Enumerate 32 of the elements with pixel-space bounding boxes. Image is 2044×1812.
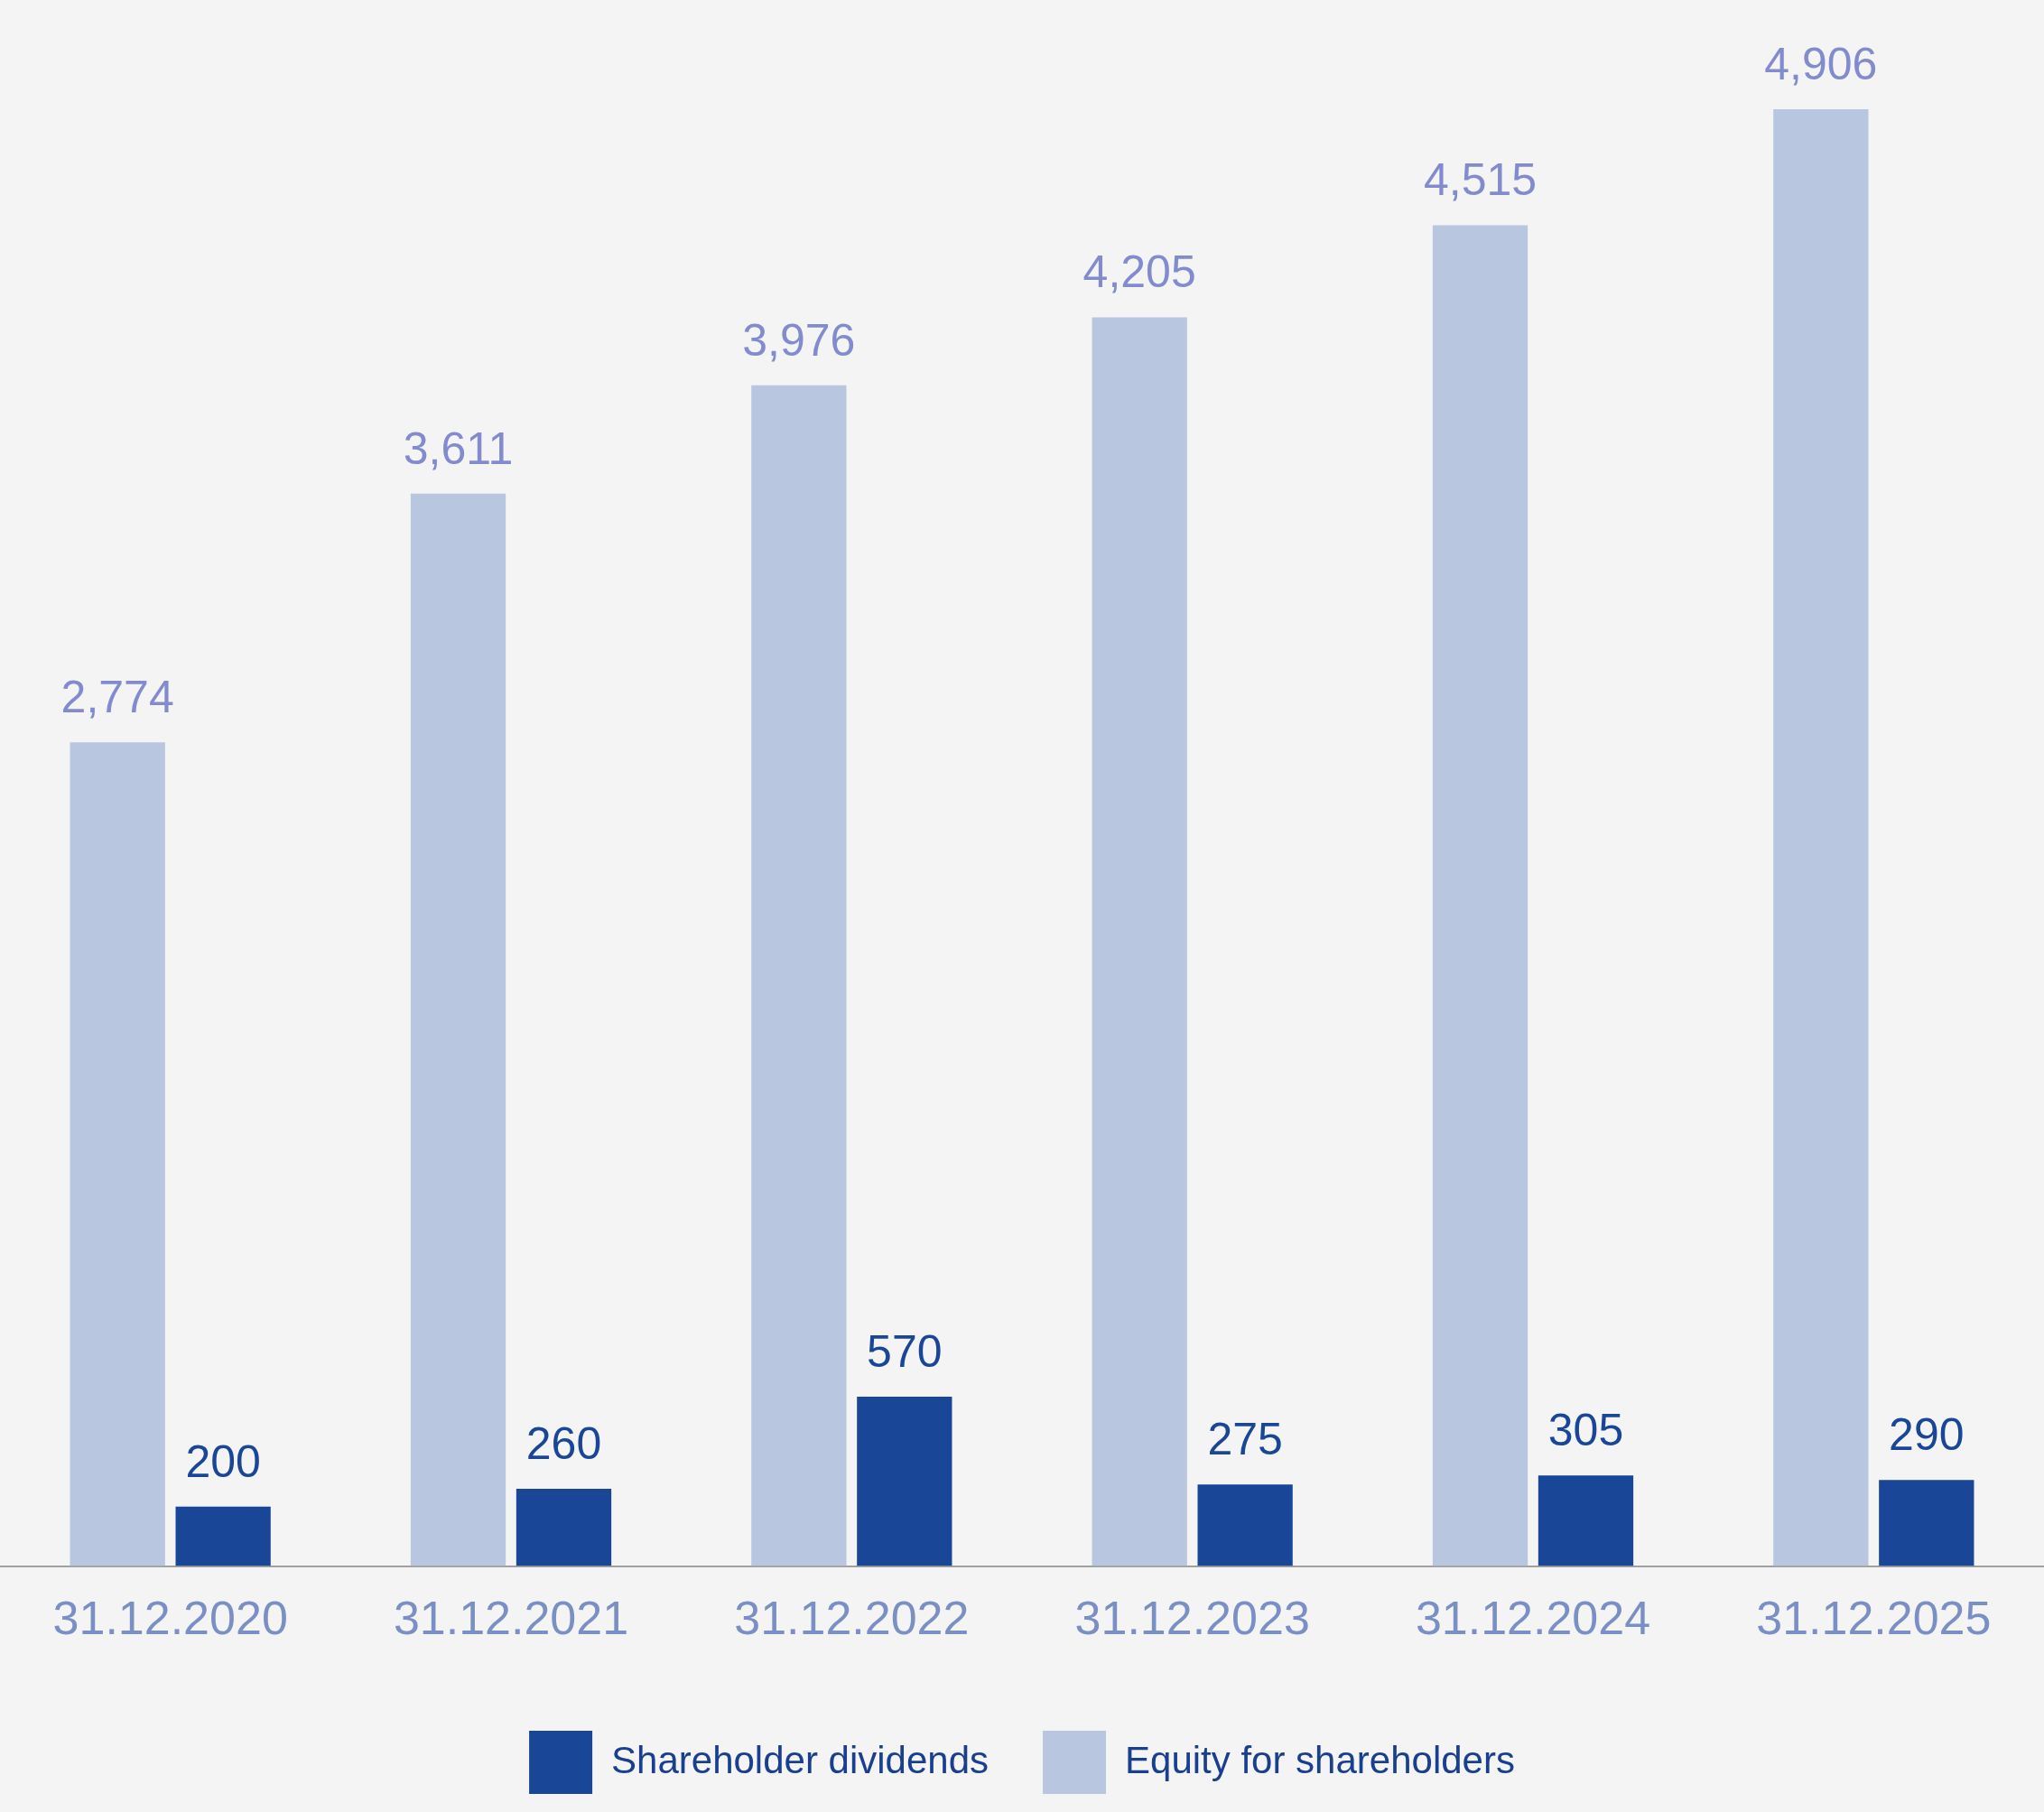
data-label: 200 bbox=[185, 1436, 261, 1487]
legend-label: Equity for shareholders bbox=[1125, 1738, 1515, 1781]
legend-label: Shareholder dividends bbox=[611, 1738, 989, 1781]
bar bbox=[410, 493, 506, 1566]
x-tick-label: 31.12.2023 bbox=[1074, 1592, 1310, 1645]
data-label: 305 bbox=[1547, 1405, 1624, 1456]
data-label: 260 bbox=[525, 1417, 602, 1469]
data-label: 4,205 bbox=[1082, 246, 1196, 298]
bar bbox=[1092, 317, 1187, 1566]
data-label: 3,976 bbox=[742, 314, 856, 366]
x-tick-label: 31.12.2025 bbox=[1756, 1592, 1992, 1645]
x-tick-label: 31.12.2022 bbox=[734, 1592, 970, 1645]
x-tick-label: 31.12.2024 bbox=[1415, 1592, 1651, 1645]
bar bbox=[1538, 1475, 1634, 1566]
bar bbox=[175, 1506, 271, 1566]
bar bbox=[1773, 108, 1869, 1566]
data-label: 2,774 bbox=[60, 671, 174, 722]
bar bbox=[1432, 225, 1528, 1566]
x-tick-label: 31.12.2020 bbox=[52, 1592, 288, 1645]
x-tick-label: 31.12.2021 bbox=[393, 1592, 629, 1645]
data-label: 570 bbox=[867, 1325, 943, 1377]
bar bbox=[1197, 1484, 1293, 1566]
data-label: 4,906 bbox=[1764, 38, 1878, 89]
bar bbox=[516, 1489, 612, 1566]
bar bbox=[857, 1397, 952, 1566]
data-label: 275 bbox=[1207, 1413, 1283, 1464]
data-label: 4,515 bbox=[1423, 154, 1538, 206]
data-label: 290 bbox=[1889, 1408, 1965, 1460]
bar bbox=[70, 742, 165, 1566]
data-label: 3,611 bbox=[403, 423, 514, 474]
bar bbox=[1879, 1480, 1974, 1566]
bar bbox=[751, 385, 847, 1566]
